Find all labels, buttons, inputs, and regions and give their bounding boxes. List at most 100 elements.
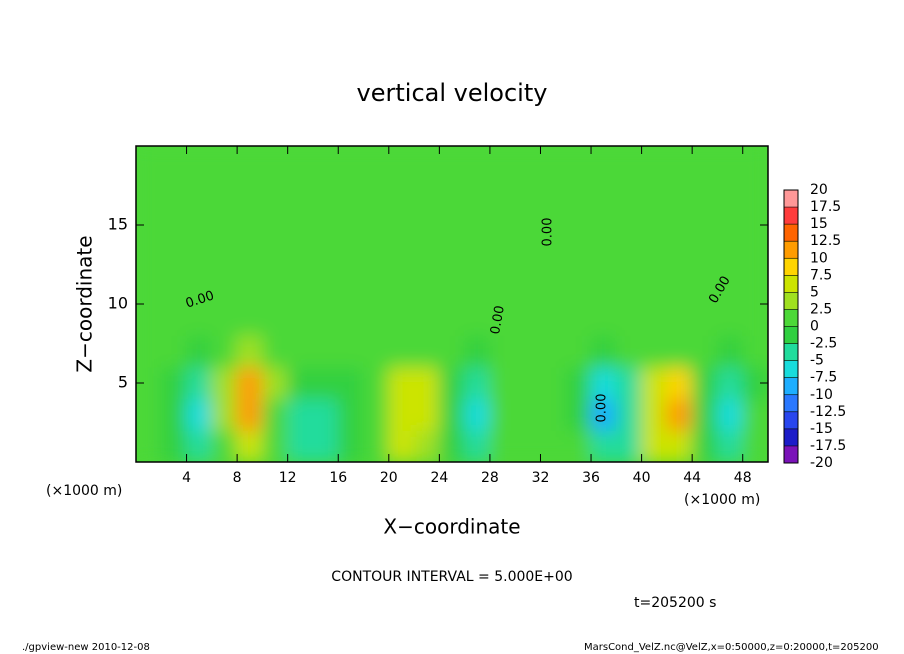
field-cell bbox=[590, 271, 617, 305]
field-cell bbox=[666, 146, 693, 179]
colorbar-swatch bbox=[784, 326, 798, 344]
colorbar-label: 2.5 bbox=[810, 301, 832, 317]
field-cell bbox=[413, 303, 440, 337]
field-cell bbox=[186, 303, 213, 337]
x-tick-label: 4 bbox=[182, 470, 191, 486]
contour-label: 0.00 bbox=[595, 394, 610, 423]
x-unit: (×1000 m) bbox=[684, 492, 760, 508]
field-cell bbox=[539, 303, 567, 337]
chart-title: vertical velocity bbox=[357, 79, 548, 107]
field-cell bbox=[615, 303, 643, 337]
field-cell bbox=[136, 271, 162, 305]
field-cell bbox=[666, 398, 693, 431]
colorbar-swatch bbox=[784, 258, 798, 276]
field-cell bbox=[261, 398, 289, 431]
field-cell bbox=[514, 208, 541, 242]
contour-note: CONTOUR INTERVAL = 5.000E+00 bbox=[331, 569, 572, 585]
field-cell bbox=[186, 177, 213, 210]
field-cell bbox=[716, 271, 744, 305]
x-tick-label: 32 bbox=[532, 470, 550, 486]
field-cell bbox=[666, 208, 693, 242]
field-cell bbox=[388, 146, 415, 179]
field-cell bbox=[666, 303, 693, 337]
field-cell bbox=[312, 429, 339, 462]
colorbar-swatch bbox=[784, 394, 798, 412]
field-cell bbox=[514, 335, 541, 368]
field-cell bbox=[615, 429, 643, 462]
field-cell bbox=[211, 429, 238, 462]
field-cell bbox=[287, 303, 314, 337]
field-cell bbox=[489, 208, 516, 242]
field-cell bbox=[186, 271, 213, 305]
colorbar-swatch bbox=[784, 411, 798, 429]
field-cell bbox=[691, 146, 718, 179]
colorbar-label: -5 bbox=[810, 353, 824, 369]
field-cell bbox=[337, 208, 365, 242]
field-cell bbox=[565, 366, 592, 400]
field-cell bbox=[312, 366, 339, 400]
field-cell bbox=[438, 177, 466, 210]
field-cell bbox=[211, 303, 238, 337]
field-cell bbox=[312, 177, 339, 210]
field-cell bbox=[413, 208, 440, 242]
field-cell bbox=[691, 271, 718, 305]
contour-label: 0.00 bbox=[541, 218, 556, 247]
field-cell bbox=[615, 240, 643, 273]
field-cell bbox=[287, 429, 314, 462]
field-cell bbox=[337, 335, 365, 368]
field-cell bbox=[464, 366, 491, 400]
field-cell bbox=[363, 146, 390, 179]
x-tick-label: 28 bbox=[481, 470, 499, 486]
field-cell bbox=[236, 398, 263, 431]
field-cell bbox=[514, 240, 541, 273]
field-cell bbox=[236, 208, 263, 242]
colorbar-swatch bbox=[784, 241, 798, 259]
field-cell bbox=[489, 240, 516, 273]
field-cell bbox=[691, 240, 718, 273]
field-cell bbox=[261, 303, 289, 337]
field-cell bbox=[388, 303, 415, 337]
field-cell bbox=[337, 240, 365, 273]
x-tick-label: 40 bbox=[633, 470, 651, 486]
field-cell bbox=[261, 146, 289, 179]
field-cell bbox=[565, 177, 592, 210]
field-cell bbox=[641, 208, 668, 242]
field-cell bbox=[337, 177, 365, 210]
field-cell bbox=[641, 398, 668, 431]
field-cell bbox=[742, 429, 768, 462]
field-cell bbox=[514, 271, 541, 305]
field-cell bbox=[489, 366, 516, 400]
field-cell bbox=[464, 146, 491, 179]
colorbar-swatch bbox=[784, 190, 798, 208]
field-cell bbox=[236, 303, 263, 337]
field-cell bbox=[590, 146, 617, 179]
field-cell bbox=[160, 177, 188, 210]
field-cell bbox=[160, 208, 188, 242]
field-cell bbox=[312, 398, 339, 431]
field-cell bbox=[615, 366, 643, 400]
field-cell bbox=[641, 146, 668, 179]
field-cell bbox=[489, 429, 516, 462]
field-cell bbox=[211, 240, 238, 273]
field-cell bbox=[160, 146, 188, 179]
field-cell bbox=[615, 208, 643, 242]
y-axis-label: Z−coordinate bbox=[73, 235, 97, 372]
footer-right: MarsCond_VelZ.nc@VelZ,x=0:50000,z=0:2000… bbox=[584, 642, 879, 653]
field-cell bbox=[160, 303, 188, 337]
field-cell bbox=[641, 303, 668, 337]
field-cell bbox=[438, 398, 466, 431]
colorbar-label: -10 bbox=[810, 387, 833, 403]
time-note: t=205200 s bbox=[634, 595, 716, 611]
field-cell bbox=[716, 398, 744, 431]
field-cell bbox=[438, 366, 466, 400]
field-cell bbox=[464, 303, 491, 337]
field-cell bbox=[438, 271, 466, 305]
field-cell bbox=[236, 366, 263, 400]
field-cell bbox=[716, 429, 744, 462]
field-cell bbox=[337, 146, 365, 179]
field-cell bbox=[211, 366, 238, 400]
field-cell bbox=[539, 366, 567, 400]
field-cell bbox=[160, 398, 188, 431]
field-cell bbox=[186, 366, 213, 400]
field-cell bbox=[514, 146, 541, 179]
